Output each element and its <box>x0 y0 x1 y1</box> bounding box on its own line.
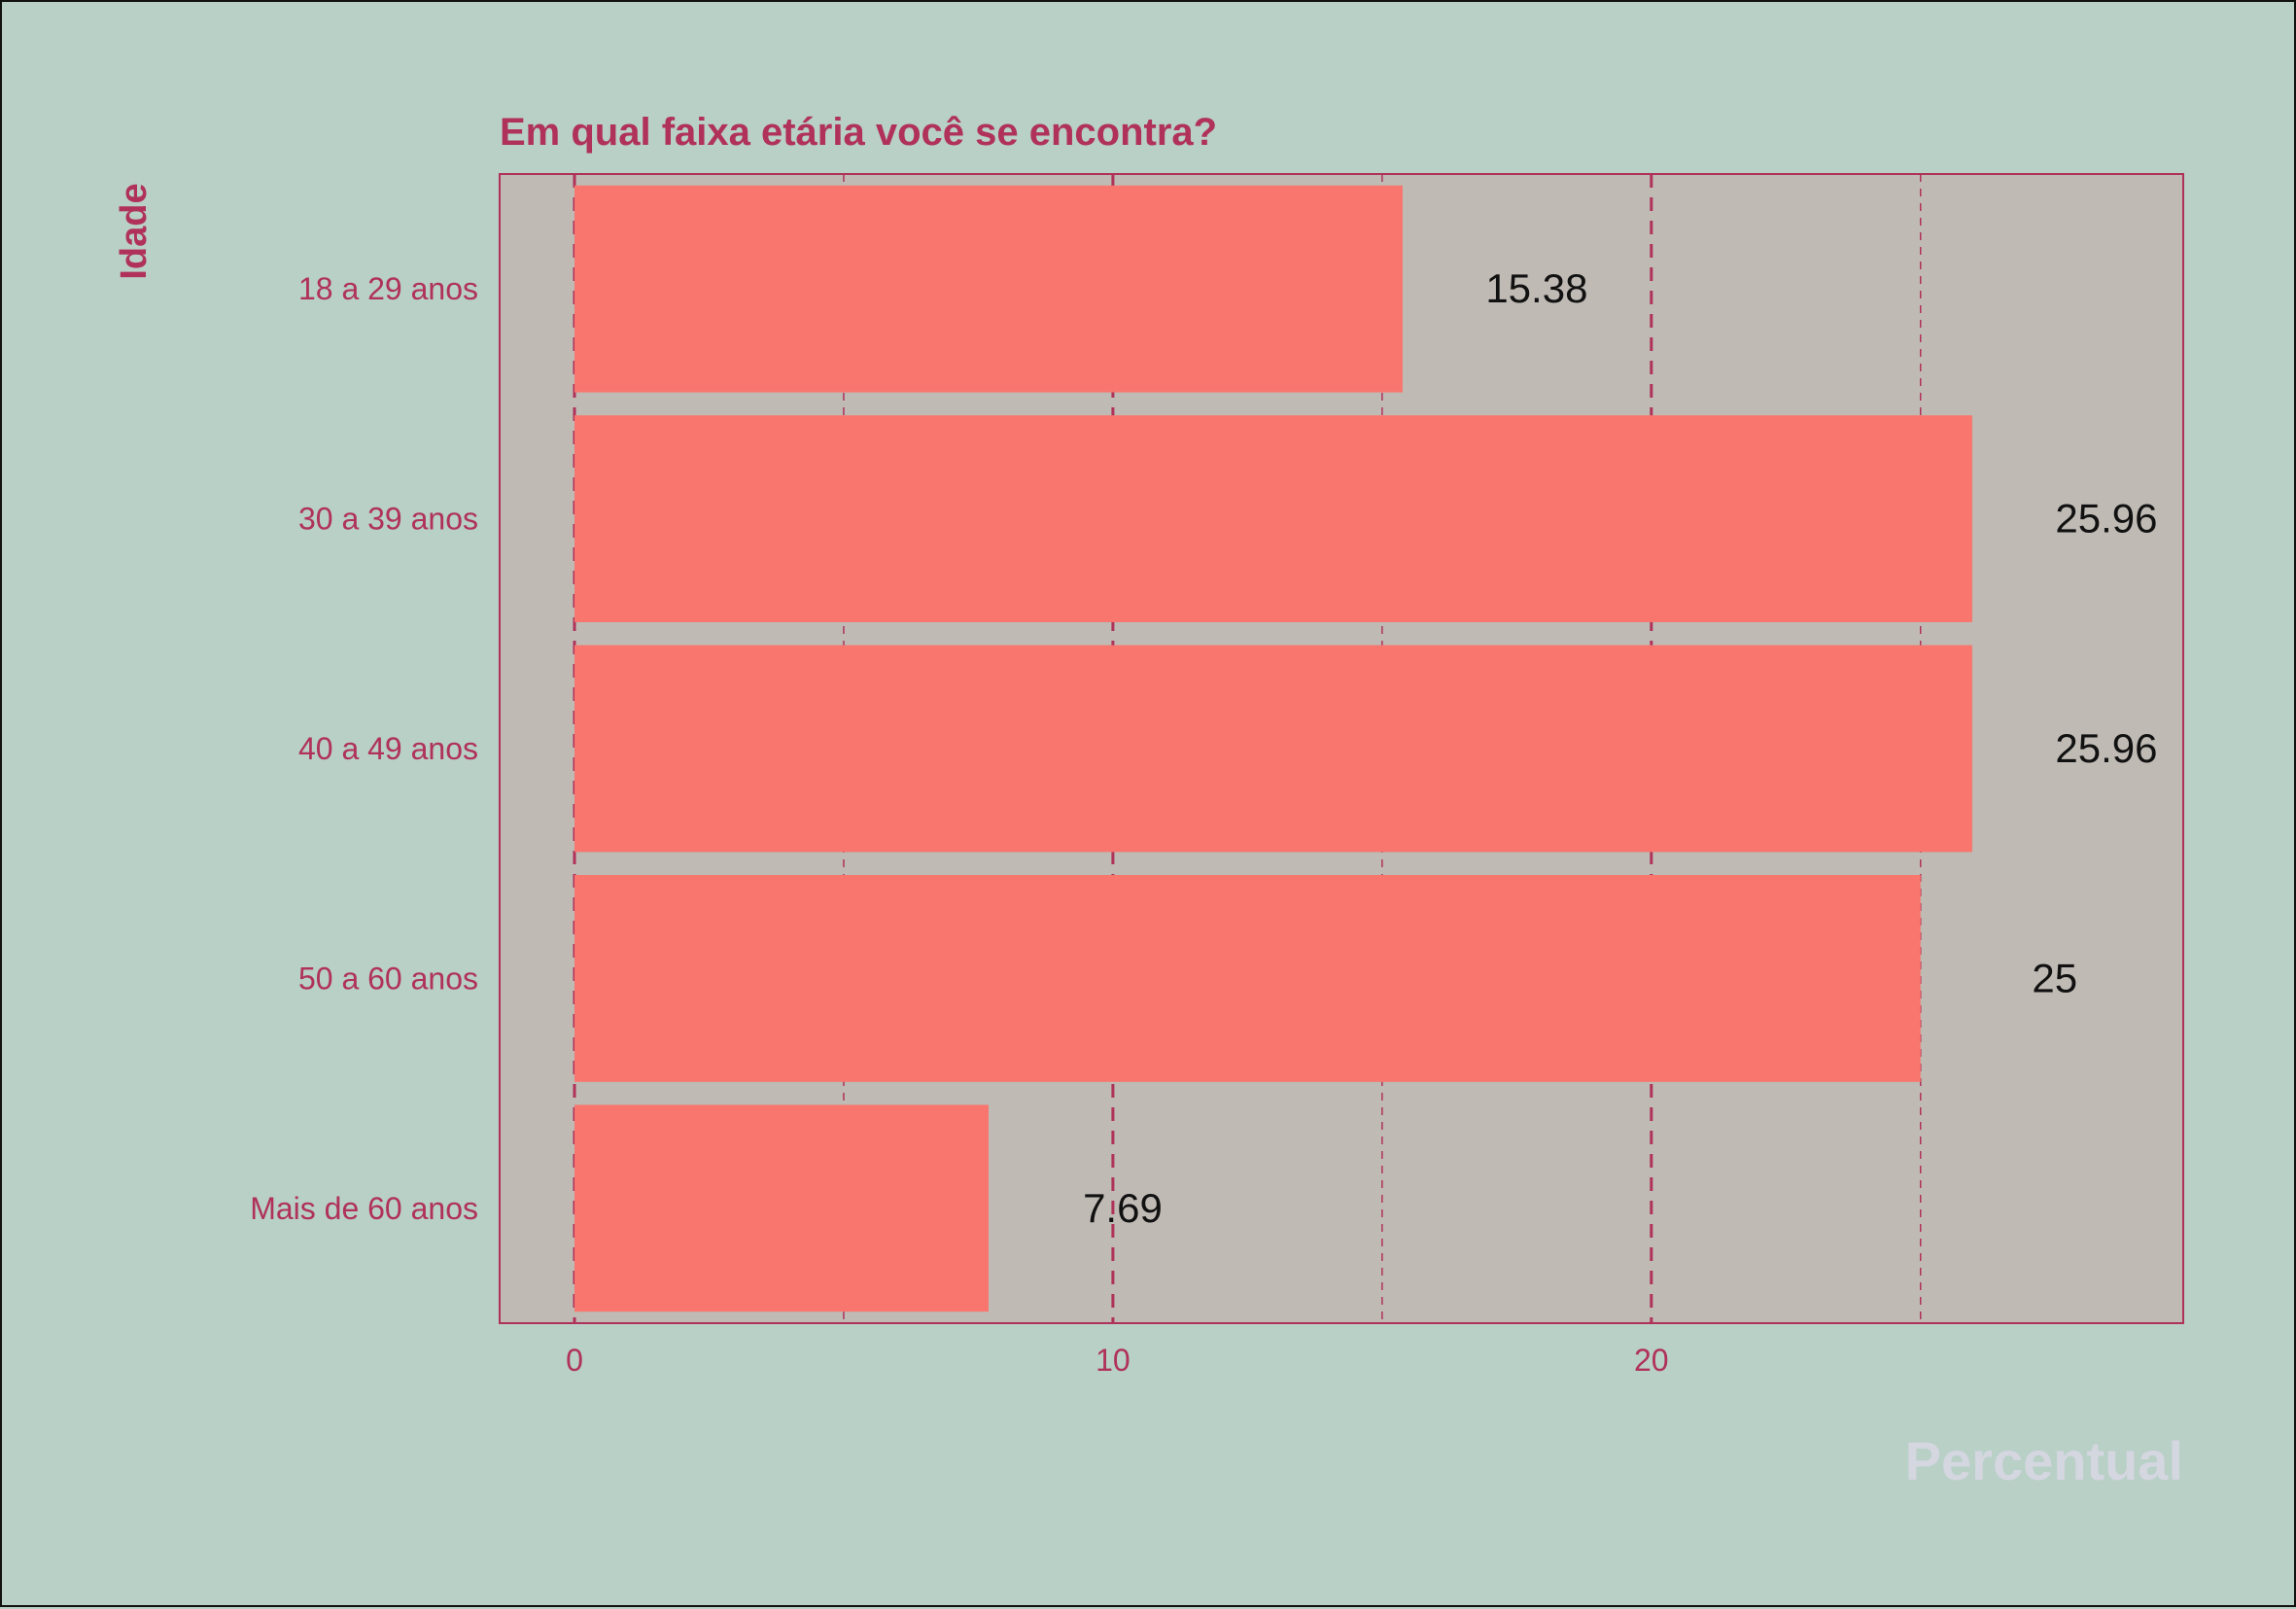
bar <box>574 1104 989 1312</box>
bar <box>574 645 1972 853</box>
y-tick-label: 40 a 49 anos <box>298 731 478 766</box>
plot-panel-border <box>499 173 2184 1324</box>
bar <box>574 415 1972 622</box>
bars <box>574 185 1972 1312</box>
data-label: 7.69 <box>1083 1185 1163 1231</box>
y-tick-label: 30 a 39 anos <box>298 502 478 537</box>
data-label: 15.38 <box>1485 265 1587 311</box>
x-tick-label: 10 <box>1096 1343 1131 1378</box>
x-tick-label: 20 <box>1634 1343 1669 1378</box>
y-tick-label: 50 a 60 anos <box>298 961 478 996</box>
chart-title: Em qual faixa etária você se encontra? <box>500 111 1217 154</box>
data-label: 25 <box>2032 955 2077 1000</box>
data-label: 25.96 <box>2055 725 2157 771</box>
data-label: 25.96 <box>2055 496 2157 542</box>
y-tick-label: 18 a 29 anos <box>298 271 478 306</box>
x-tick-label: 0 <box>566 1343 583 1378</box>
y-axis-title: Idade <box>114 183 155 279</box>
y-tick-label: Mais de 60 anos <box>250 1191 478 1226</box>
bar <box>574 185 1403 393</box>
data-labels: 15.38 25.96 25.96 25 7.69 <box>1083 265 2157 1231</box>
bar <box>574 875 1921 1082</box>
axis-ticks: 18 a 29 anos 30 a 39 anos 40 a 49 anos 50 a… <box>250 271 1668 1378</box>
x-axis-title: Percentual <box>1905 1430 2183 1491</box>
